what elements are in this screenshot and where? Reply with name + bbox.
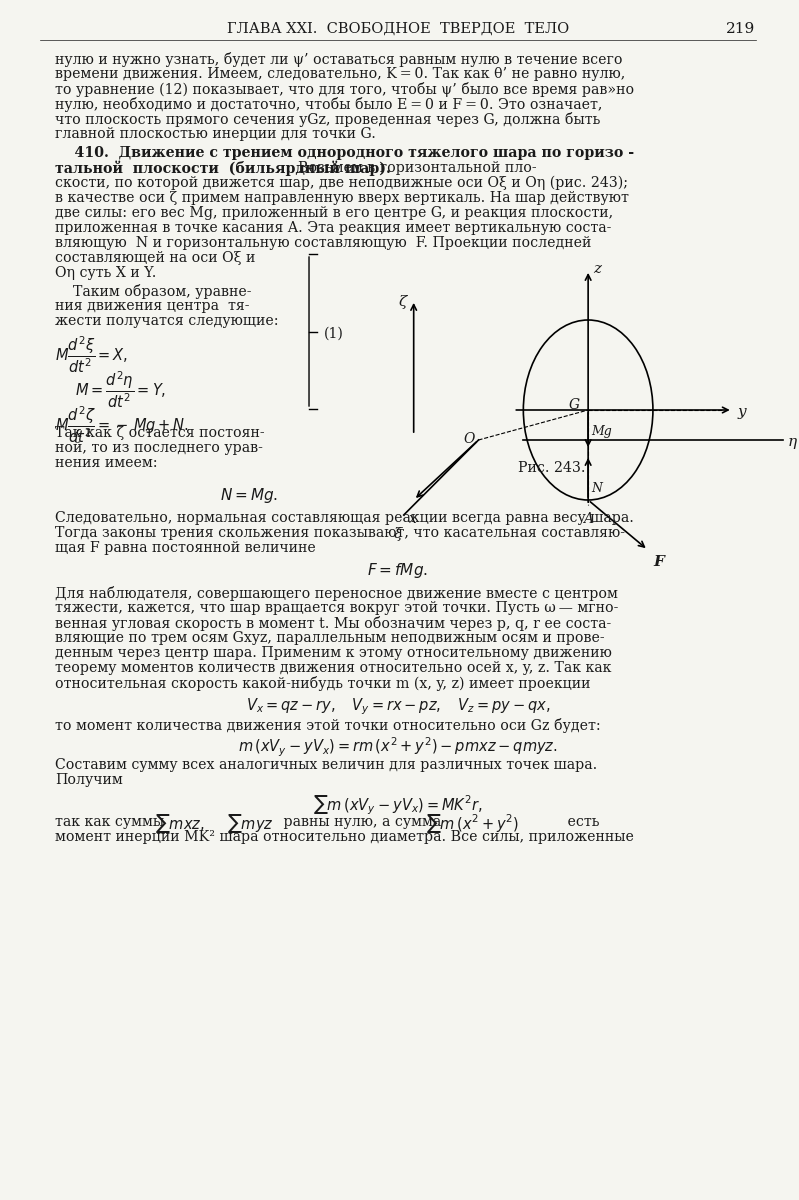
Text: 410.  Движение с трением однородного тяжелого шара по горизо -: 410. Движение с трением однородного тяже… xyxy=(55,146,634,160)
Text: x: x xyxy=(409,512,416,526)
Text: приложенная в точке касания A. Эта реакция имеет вертикальную соста-: приложенная в точке касания A. Эта реакц… xyxy=(55,221,611,235)
Text: Таким образом, уравне-: Таким образом, уравне- xyxy=(55,284,252,299)
Text: $N = Mg.$: $N = Mg.$ xyxy=(220,486,278,505)
Text: теорему моментов количеств движения относительно осей x, y, z. Так как: теорему моментов количеств движения отно… xyxy=(55,661,611,674)
Text: жести получатся следующие:: жести получатся следующие: xyxy=(55,314,278,328)
Text: (1): (1) xyxy=(324,326,344,341)
Text: $M = \dfrac{d^2\eta}{dt^2} = Y,$: $M = \dfrac{d^2\eta}{dt^2} = Y,$ xyxy=(75,370,166,410)
Text: $\sum mxz,$: $\sum mxz,$ xyxy=(154,812,205,835)
Text: $m\,(xV_y - yV_x) = rm\,(x^2 + y^2) - pmxz - qmyz.$: $m\,(xV_y - yV_x) = rm\,(x^2 + y^2) - pm… xyxy=(238,736,558,760)
Text: N: N xyxy=(591,482,602,496)
Text: Так как ζ остается постоян-: Так как ζ остается постоян- xyxy=(55,426,264,440)
Text: ния движения центра  тя-: ния движения центра тя- xyxy=(55,299,249,313)
Text: 219: 219 xyxy=(726,22,756,36)
Text: тяжести, кажется, что шар вращается вокруг этой точки. Пусть ω — мгно-: тяжести, кажется, что шар вращается вокр… xyxy=(55,601,618,614)
Text: вляющие по трем осям Gxyz, параллельным неподвижным осям и прове-: вляющие по трем осям Gxyz, параллельным … xyxy=(55,631,605,646)
Text: $V_x = qz - ry, \quad V_y = rx - pz, \quad V_z = py - qx,$: $V_x = qz - ry, \quad V_y = rx - pz, \qu… xyxy=(245,696,550,716)
Text: момент инерции MK² шара относительно диаметра. Все силы, приложенные: момент инерции MK² шара относительно диа… xyxy=(55,830,634,844)
Text: главной плоскостью инерции для точки G.: главной плоскостью инерции для точки G. xyxy=(55,127,376,140)
Text: нения имеем:: нения имеем: xyxy=(55,456,157,470)
Text: вляющую  N и горизонтальную составляющую  F. Проекции последней: вляющую N и горизонтальную составляющую … xyxy=(55,236,591,250)
Text: Для наблюдателя, совершающего переносное движение вместе с центром: Для наблюдателя, совершающего переносное… xyxy=(55,586,618,601)
Text: Возьмем в горизонтальной пло-: Возьмем в горизонтальной пло- xyxy=(289,161,537,175)
Text: ГЛАВА XXI.  СВОБОДНОЕ  ТВЕРДОЕ  ТЕЛО: ГЛАВА XXI. СВОБОДНОЕ ТВЕРДОЕ ТЕЛО xyxy=(227,22,569,36)
Text: так как суммы: так как суммы xyxy=(55,815,169,829)
Text: $M \dfrac{d^2\zeta}{dt^2} = -\,Mg + N.$: $M \dfrac{d^2\zeta}{dt^2} = -\,Mg + N.$ xyxy=(55,404,189,445)
Text: $\sum myz$: $\sum myz$ xyxy=(227,812,274,835)
Text: денным через центр шара. Применим к этому относительному движению: денным через центр шара. Применим к этом… xyxy=(55,646,612,660)
Text: ной, то из последнего урав-: ной, то из последнего урав- xyxy=(55,440,263,455)
Text: G: G xyxy=(568,398,579,412)
Text: $\sum m\,(xV_y - yV_x) = MK^2r,$: $\sum m\,(xV_y - yV_x) = MK^2r,$ xyxy=(313,793,483,816)
Text: Mg: Mg xyxy=(591,425,612,438)
Text: венная угловая скорость в момент t. Мы обозначим через p, q, r ее соста-: венная угловая скорость в момент t. Мы о… xyxy=(55,616,611,631)
Text: $M \dfrac{d^2\xi}{dt^2} = X,$: $M \dfrac{d^2\xi}{dt^2} = X,$ xyxy=(55,334,128,374)
Text: нулю, необходимо и достаточно, чтобы было E = 0 и F = 0. Это означает,: нулю, необходимо и достаточно, чтобы был… xyxy=(55,97,602,112)
Text: $\sum m\,(x^2 + y^2)$: $\sum m\,(x^2 + y^2)$ xyxy=(426,812,519,835)
Text: относительная скорость какой-нибудь точки m (x, y, z) имеет проекции: относительная скорость какой-нибудь точк… xyxy=(55,676,590,691)
Text: составляющей на оси Oξ и: составляющей на оси Oξ и xyxy=(55,251,255,265)
Text: что плоскость прямого сечения yGz, проведенная через G, должна быть: что плоскость прямого сечения yGz, прове… xyxy=(55,112,600,127)
Text: нулю и нужно узнать, будет ли ψ’ оставаться равным нулю в течение всего: нулю и нужно узнать, будет ли ψ’ остават… xyxy=(55,52,622,67)
Text: есть: есть xyxy=(563,815,600,829)
Text: O: O xyxy=(463,432,475,446)
Text: Получим: Получим xyxy=(55,773,122,787)
Text: z: z xyxy=(593,262,601,276)
Text: то уравнение (12) показывает, что для того, чтобы ψ’ было все время рав»но: то уравнение (12) показывает, что для то… xyxy=(55,82,634,97)
Text: ζ: ζ xyxy=(399,295,407,308)
Text: то момент количества движения этой точки относительно оси Gz будет:: то момент количества движения этой точки… xyxy=(55,718,601,733)
Text: времени движения. Имеем, следовательно, K = 0. Так как θ’ не равно нулю,: времени движения. Имеем, следовательно, … xyxy=(55,67,625,80)
Text: щая F равна постоянной величине: щая F равна постоянной величине xyxy=(55,541,316,554)
Text: $F = fMg.$: $F = fMg.$ xyxy=(368,560,428,580)
Text: Рис. 243.: Рис. 243. xyxy=(519,461,586,475)
Text: ξ: ξ xyxy=(394,527,402,541)
Text: тальной  плоскости  (бильярдный шар).: тальной плоскости (бильярдный шар). xyxy=(55,161,391,176)
Text: в качестве оси ζ примем направленную вверх вертикаль. На шар действуют: в качестве оси ζ примем направленную вве… xyxy=(55,191,629,205)
Text: Oη суть X и Y.: Oη суть X и Y. xyxy=(55,266,156,280)
Text: Тогда законы трения скольжения показывают, что касательная составляю-: Тогда законы трения скольжения показываю… xyxy=(55,526,625,540)
Text: две силы: его вес Mg, приложенный в его центре G, и реакция плоскости,: две силы: его вес Mg, приложенный в его … xyxy=(55,206,613,220)
Text: y: y xyxy=(737,404,746,419)
Text: η: η xyxy=(788,434,797,449)
Text: равны нулю, а сумма: равны нулю, а сумма xyxy=(279,815,446,829)
Text: Следовательно, нормальная составляющая реакции всегда равна весу шара.: Следовательно, нормальная составляющая р… xyxy=(55,511,634,526)
Text: A: A xyxy=(583,512,593,526)
Text: скости, по которой движется шар, две неподвижные оси Oξ и Oη (рис. 243);: скости, по которой движется шар, две неп… xyxy=(55,176,628,191)
Text: F: F xyxy=(653,554,664,569)
Text: Составим сумму всех аналогичных величин для различных точек шара.: Составим сумму всех аналогичных величин … xyxy=(55,758,597,772)
